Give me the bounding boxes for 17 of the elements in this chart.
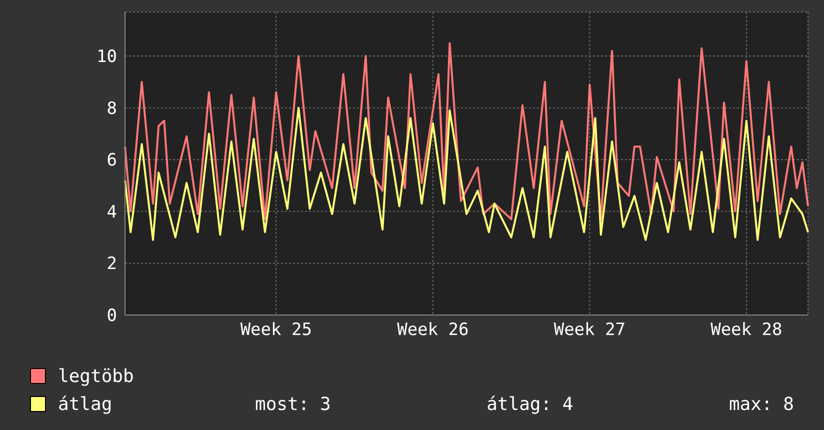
x-tick-label: Week 27: [554, 320, 626, 340]
x-tick-label: Week 28: [710, 320, 782, 340]
y-tick-label: 2: [106, 254, 117, 274]
legend-label: átlag: [58, 394, 112, 414]
text: most: 3: [255, 394, 331, 414]
text: átlag: 4: [486, 394, 574, 414]
y-tick-label: 0: [106, 306, 117, 326]
y-tick-label: 10: [96, 47, 117, 68]
y-tick-label: 6: [106, 150, 117, 171]
x-tick-label: Week 25: [240, 320, 312, 340]
x-tick-label: Week 26: [397, 320, 469, 340]
line-series: [124, 42, 809, 220]
y-tick-label: 4: [106, 202, 117, 222]
text: max: 8: [728, 394, 794, 414]
line-series: [124, 106, 809, 241]
legend-label: legtöbb: [58, 366, 134, 386]
y-tick-label: 8: [106, 98, 117, 119]
